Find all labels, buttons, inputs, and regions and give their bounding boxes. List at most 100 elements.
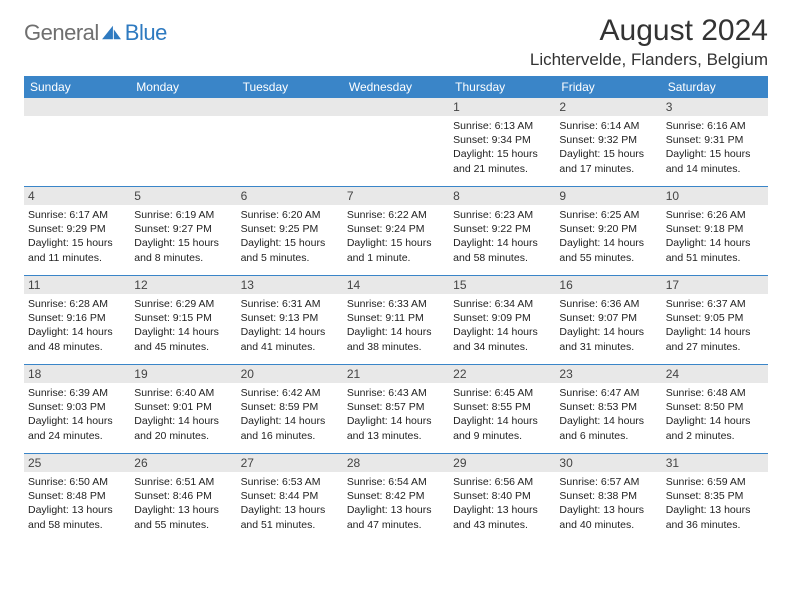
day-cell: 3Sunrise: 6:16 AMSunset: 9:31 PMDaylight…	[662, 98, 768, 186]
sunrise-text: Sunrise: 6:26 AM	[666, 208, 764, 222]
day-cell: 17Sunrise: 6:37 AMSunset: 9:05 PMDayligh…	[662, 276, 768, 364]
sunset-text: Sunset: 9:24 PM	[347, 222, 445, 236]
sunrise-text: Sunrise: 6:42 AM	[241, 386, 339, 400]
daylight-text: Daylight: 14 hours and 41 minutes.	[241, 325, 339, 353]
week-row: 1Sunrise: 6:13 AMSunset: 9:34 PMDaylight…	[24, 98, 768, 187]
day-number: 29	[449, 454, 555, 472]
day-cell: 24Sunrise: 6:48 AMSunset: 8:50 PMDayligh…	[662, 365, 768, 453]
sunset-text: Sunset: 9:13 PM	[241, 311, 339, 325]
brand-logo: General Blue	[24, 14, 167, 46]
sunset-text: Sunset: 8:42 PM	[347, 489, 445, 503]
sunrise-text: Sunrise: 6:54 AM	[347, 475, 445, 489]
day-cell: 13Sunrise: 6:31 AMSunset: 9:13 PMDayligh…	[237, 276, 343, 364]
day-info: Sunrise: 6:47 AMSunset: 8:53 PMDaylight:…	[559, 386, 657, 443]
title-block: August 2024 Lichtervelde, Flanders, Belg…	[530, 14, 768, 70]
day-info: Sunrise: 6:19 AMSunset: 9:27 PMDaylight:…	[134, 208, 232, 265]
daylight-text: Daylight: 15 hours and 11 minutes.	[28, 236, 126, 264]
daylight-text: Daylight: 13 hours and 43 minutes.	[453, 503, 551, 531]
sunset-text: Sunset: 9:07 PM	[559, 311, 657, 325]
sunrise-text: Sunrise: 6:57 AM	[559, 475, 657, 489]
day-info: Sunrise: 6:40 AMSunset: 9:01 PMDaylight:…	[134, 386, 232, 443]
sunset-text: Sunset: 9:01 PM	[134, 400, 232, 414]
dow-tuesday: Tuesday	[237, 76, 343, 98]
sunset-text: Sunset: 9:34 PM	[453, 133, 551, 147]
sunrise-text: Sunrise: 6:25 AM	[559, 208, 657, 222]
daylight-text: Daylight: 14 hours and 13 minutes.	[347, 414, 445, 442]
day-cell: 27 Sunrise: 6:53 AMSunset: 8:44 PMDayligh…	[237, 454, 343, 542]
daylight-text: Daylight: 15 hours and 14 minutes.	[666, 147, 764, 175]
sunrise-text: Sunrise: 6:40 AM	[134, 386, 232, 400]
daylight-text: Daylight: 14 hours and 2 minutes.	[666, 414, 764, 442]
topbar: General Blue August 2024 Lichtervelde, F…	[24, 14, 768, 70]
daylight-text: Daylight: 13 hours and 58 minutes.	[28, 503, 126, 531]
daylight-text: Daylight: 14 hours and 34 minutes.	[453, 325, 551, 353]
day-cell: 23Sunrise: 6:47 AMSunset: 8:53 PMDayligh…	[555, 365, 661, 453]
sunrise-text: Sunrise: 6:20 AM	[241, 208, 339, 222]
day-cell: 22Sunrise: 6:45 AMSunset: 8:55 PMDayligh…	[449, 365, 555, 453]
sunrise-text: Sunrise: 6:51 AM	[134, 475, 232, 489]
day-cell: 12Sunrise: 6:29 AMSunset: 9:15 PMDayligh…	[130, 276, 236, 364]
day-info: Sunrise: 6:39 AMSunset: 9:03 PMDaylight:…	[28, 386, 126, 443]
day-info: Sunrise: 6:56 AMSunset: 8:40 PMDaylight:…	[453, 475, 551, 532]
daylight-text: Daylight: 13 hours and 47 minutes.	[347, 503, 445, 531]
daylight-text: Daylight: 14 hours and 45 minutes.	[134, 325, 232, 353]
sunrise-text: Sunrise: 6:29 AM	[134, 297, 232, 311]
day-number: 1	[449, 98, 555, 116]
brand-text-blue: Blue	[125, 20, 167, 46]
sunset-text: Sunset: 8:48 PM	[28, 489, 126, 503]
daylight-text: Daylight: 13 hours and 51 minutes.	[241, 503, 339, 531]
day-cell: 11Sunrise: 6:28 AMSunset: 9:16 PMDayligh…	[24, 276, 130, 364]
daylight-text: Daylight: 13 hours and 36 minutes.	[666, 503, 764, 531]
day-info: Sunrise: 6:51 AMSunset: 8:46 PMDaylight:…	[134, 475, 232, 532]
daylight-text: Daylight: 14 hours and 51 minutes.	[666, 236, 764, 264]
day-number: 15	[449, 276, 555, 294]
day-number: 19	[130, 365, 236, 383]
brand-sail-icon	[101, 24, 123, 42]
day-cell: 9Sunrise: 6:25 AMSunset: 9:20 PMDaylight…	[555, 187, 661, 275]
day-number: 20	[237, 365, 343, 383]
day-number: 10	[662, 187, 768, 205]
daylight-text: Daylight: 14 hours and 24 minutes.	[28, 414, 126, 442]
day-number: 30	[555, 454, 661, 472]
day-info: Sunrise: 6:28 AMSunset: 9:16 PMDaylight:…	[28, 297, 126, 354]
sunset-text: Sunset: 9:15 PM	[134, 311, 232, 325]
day-number: 7	[343, 187, 449, 205]
sunrise-text: Sunrise: 6:50 AM	[28, 475, 126, 489]
day-number: 17	[662, 276, 768, 294]
sunset-text: Sunset: 9:20 PM	[559, 222, 657, 236]
sunset-text: Sunset: 9:09 PM	[453, 311, 551, 325]
brand-text-general: General	[24, 20, 99, 46]
daylight-text: Daylight: 15 hours and 5 minutes.	[241, 236, 339, 264]
day-number: 22	[449, 365, 555, 383]
sunset-text: Sunset: 8:35 PM	[666, 489, 764, 503]
sunrise-text: Sunrise: 6:13 AM	[453, 119, 551, 133]
sunrise-text: Sunrise: 6:45 AM	[453, 386, 551, 400]
day-cell: 21Sunrise: 6:43 AMSunset: 8:57 PMDayligh…	[343, 365, 449, 453]
day-cell: 14Sunrise: 6:33 AMSunset: 9:11 PMDayligh…	[343, 276, 449, 364]
day-number	[130, 98, 236, 116]
day-cell	[24, 98, 130, 186]
week-row: 11Sunrise: 6:28 AMSunset: 9:16 PMDayligh…	[24, 276, 768, 365]
day-cell: 8Sunrise: 6:23 AMSunset: 9:22 PMDaylight…	[449, 187, 555, 275]
day-cell	[343, 98, 449, 186]
month-title: August 2024	[530, 14, 768, 48]
day-info: Sunrise: 6:13 AMSunset: 9:34 PMDaylight:…	[453, 119, 551, 176]
daylight-text: Daylight: 14 hours and 55 minutes.	[559, 236, 657, 264]
day-cell: 16Sunrise: 6:36 AMSunset: 9:07 PMDayligh…	[555, 276, 661, 364]
sunset-text: Sunset: 9:27 PM	[134, 222, 232, 236]
week-row: 4Sunrise: 6:17 AMSunset: 9:29 PMDaylight…	[24, 187, 768, 276]
daylight-text: Daylight: 13 hours and 40 minutes.	[559, 503, 657, 531]
day-number: 26	[130, 454, 236, 472]
day-cell: 31Sunrise: 6:59 AMSunset: 8:35 PMDayligh…	[662, 454, 768, 542]
day-info: Sunrise: 6:53 AMSunset: 8:44 PMDaylight:…	[241, 475, 339, 532]
day-info: Sunrise: 6:23 AMSunset: 9:22 PMDaylight:…	[453, 208, 551, 265]
sunrise-text: Sunrise: 6:31 AM	[241, 297, 339, 311]
sunrise-text: Sunrise: 6:59 AM	[666, 475, 764, 489]
sunset-text: Sunset: 8:59 PM	[241, 400, 339, 414]
day-info: Sunrise: 6:14 AMSunset: 9:32 PMDaylight:…	[559, 119, 657, 176]
day-info: Sunrise: 6:57 AMSunset: 8:38 PMDaylight:…	[559, 475, 657, 532]
sunset-text: Sunset: 8:44 PM	[241, 489, 339, 503]
day-number: 27	[237, 454, 343, 472]
day-info: Sunrise: 6:16 AMSunset: 9:31 PMDaylight:…	[666, 119, 764, 176]
sunset-text: Sunset: 9:11 PM	[347, 311, 445, 325]
